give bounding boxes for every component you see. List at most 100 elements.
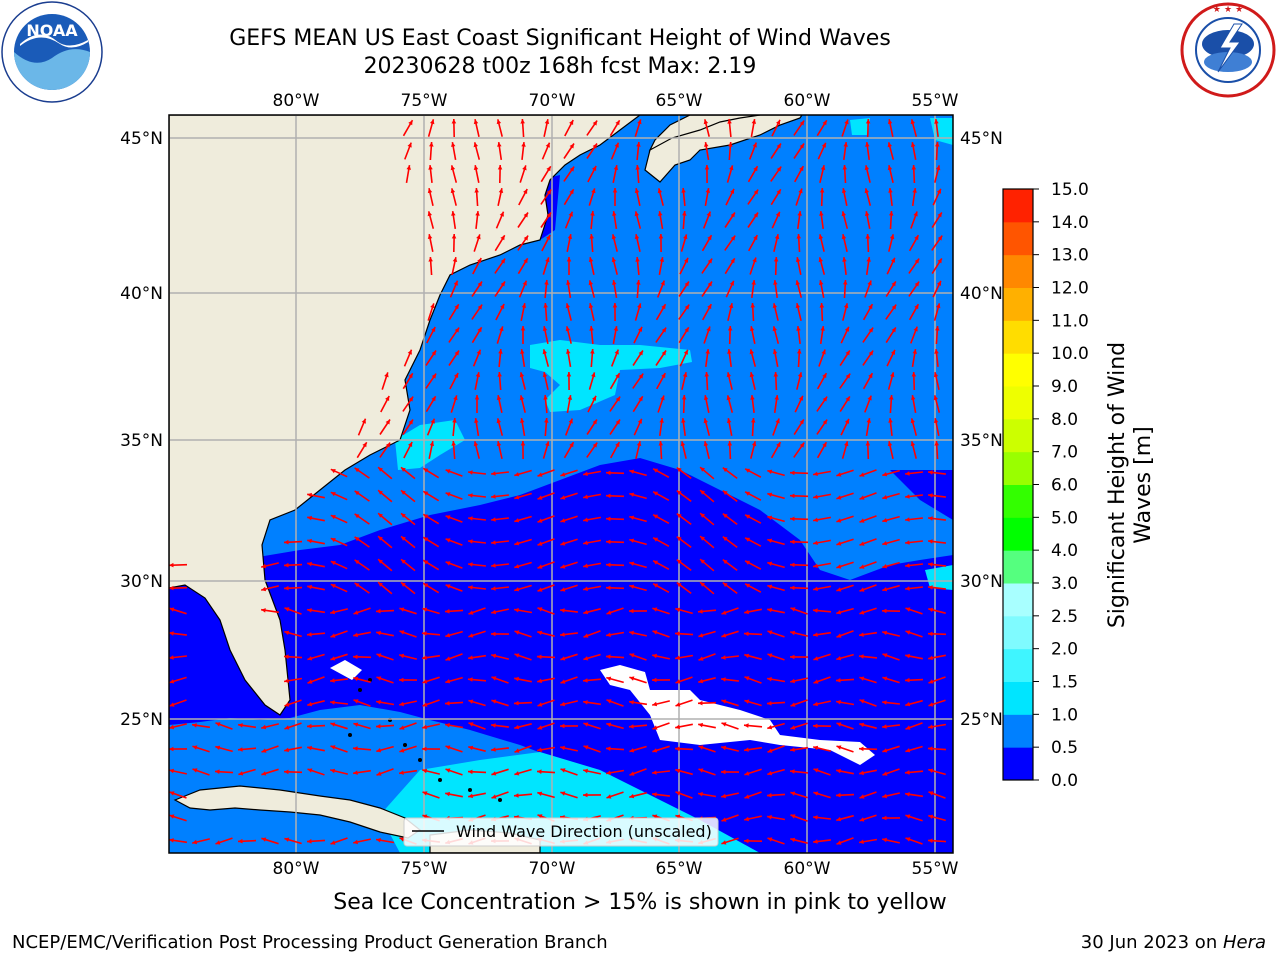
wave-direction-arrowhead — [445, 701, 450, 706]
wave-direction-arrowhead — [707, 235, 712, 241]
wave-direction-arrowhead — [261, 586, 267, 592]
wave-direction-arrowhead — [353, 770, 358, 775]
wave-direction-arrowhead — [537, 564, 543, 569]
colorbar-tick-label: 6.0 — [1051, 476, 1078, 496]
wave-direction-arrowhead — [583, 471, 588, 476]
wave-direction-arrowhead — [882, 676, 888, 681]
wave-direction-arrowhead — [865, 119, 871, 124]
wave-direction-arrowhead — [635, 257, 640, 262]
wave-direction-arrowhead — [611, 234, 617, 240]
wave-direction-arrowhead — [514, 748, 520, 753]
wave-direction-arrowhead — [307, 679, 313, 684]
wave-direction-arrowhead — [545, 441, 550, 447]
wave-direction-arrowhead — [499, 326, 504, 332]
wave-direction-arrowhead — [422, 607, 428, 612]
wave-direction-arrowhead — [491, 609, 496, 615]
wave-direction-arrowhead — [634, 188, 640, 193]
wave-direction-arrowhead — [514, 587, 520, 592]
wave-direction-arrowhead — [376, 676, 382, 681]
wave-direction-arrowhead — [307, 768, 313, 773]
wave-direction-arrowhead — [859, 839, 864, 844]
wave-direction-arrowhead — [307, 723, 312, 729]
wave-direction-arrowhead — [882, 541, 888, 546]
wave-direction-arrowhead — [905, 517, 910, 522]
wave-direction-arrowhead — [721, 840, 727, 845]
wave-direction-arrowhead — [776, 119, 780, 125]
chart-subtitle-run: 20230628 t00z 168h fcst Max: 2.19 — [363, 54, 757, 79]
wave-direction-arrowhead — [583, 494, 588, 499]
wave-direction-arrowhead — [799, 166, 804, 172]
wave-direction-arrowhead — [307, 492, 312, 498]
wave-direction-arrowhead — [523, 189, 528, 194]
wave-direction-arrowhead — [682, 211, 687, 216]
wave-direction-arrowhead — [519, 372, 525, 378]
wave-direction-arrowhead — [675, 702, 681, 707]
wave-direction-arrowhead — [537, 725, 543, 730]
wave-direction-arrowhead — [928, 539, 933, 544]
wave-direction-arrowhead — [215, 722, 221, 727]
wave-direction-arrowhead — [841, 234, 847, 240]
wave-direction-arrowhead — [722, 513, 728, 519]
wave-direction-arrowhead — [468, 516, 473, 521]
wave-direction-arrowhead — [560, 768, 566, 773]
wave-direction-arrowhead — [475, 211, 480, 216]
wave-direction-arrowhead — [454, 350, 459, 356]
wave-direction-arrowhead — [707, 304, 712, 310]
lon-tick-bottom: 60°W — [784, 859, 831, 879]
wave-direction-arrowhead — [745, 537, 751, 542]
wave-direction-arrowhead — [652, 792, 657, 797]
wave-direction-arrowhead — [378, 513, 383, 518]
wave-direction-arrowhead — [700, 559, 705, 564]
wave-direction-arrowhead — [934, 119, 939, 124]
wave-direction-arrowhead — [560, 518, 566, 523]
wave-direction-arrowhead — [399, 748, 405, 753]
wave-direction-arrowhead — [657, 188, 663, 194]
wave-direction-arrowhead — [676, 582, 682, 588]
wave-direction-arrowhead — [399, 725, 405, 730]
wave-direction-arrowhead — [473, 165, 479, 170]
wave-direction-arrowhead — [491, 723, 496, 728]
wave-direction-arrowhead — [864, 165, 870, 171]
wave-direction-arrowhead — [428, 165, 433, 170]
wave-direction-arrowhead — [537, 769, 542, 774]
wave-direction-arrowhead — [399, 653, 405, 659]
wave-direction-arrowhead — [653, 537, 659, 542]
wave-direction-arrowhead — [401, 582, 406, 587]
wave-direction-arrowhead — [680, 441, 686, 447]
wave-direction-arrowhead — [560, 701, 566, 707]
wave-direction-arrowhead — [905, 677, 910, 683]
wave-direction-arrowhead — [401, 536, 406, 541]
wave-direction-arrowhead — [776, 166, 782, 172]
wave-direction-arrowhead — [818, 234, 824, 240]
wave-direction-arrowhead — [423, 468, 429, 473]
wave-direction-arrowhead — [859, 495, 865, 500]
legend-label: Wind Wave Direction (unscaled) — [456, 822, 712, 841]
wave-direction-arrowhead — [560, 723, 565, 729]
wave-direction-arrowhead — [790, 654, 795, 660]
wave-direction-arrowhead — [546, 166, 551, 172]
wave-direction-arrowhead — [583, 563, 588, 568]
wave-direction-arrowhead — [653, 560, 659, 565]
wave-direction-arrowhead — [652, 630, 658, 635]
wave-direction-arrowhead — [430, 303, 435, 309]
wave-direction-arrowhead — [776, 442, 781, 448]
wave-direction-arrowhead — [813, 494, 818, 499]
lat-tick-left: 35°N — [120, 431, 163, 451]
wave-direction-arrowhead — [774, 395, 779, 400]
wave-direction-arrowhead — [606, 794, 612, 799]
wave-direction-arrowhead — [698, 678, 704, 684]
wave-direction-arrowhead — [726, 372, 732, 378]
wave-direction-arrowhead — [652, 748, 658, 753]
wave-direction-arrowhead — [468, 677, 473, 682]
wave-direction-arrowhead — [772, 349, 778, 354]
wave-direction-arrowhead — [354, 513, 360, 519]
wave-direction-arrowhead — [698, 633, 704, 638]
wave-direction-arrowhead — [751, 441, 757, 447]
wave-direction-arrowhead — [261, 724, 267, 730]
wave-direction-arrowhead — [882, 653, 888, 658]
wave-direction-arrowhead — [523, 258, 528, 264]
wave-direction-arrowhead — [928, 679, 934, 684]
wave-direction-arrowhead — [911, 395, 916, 400]
wave-direction-arrowhead — [475, 372, 481, 377]
wave-direction-arrowhead — [681, 418, 686, 423]
